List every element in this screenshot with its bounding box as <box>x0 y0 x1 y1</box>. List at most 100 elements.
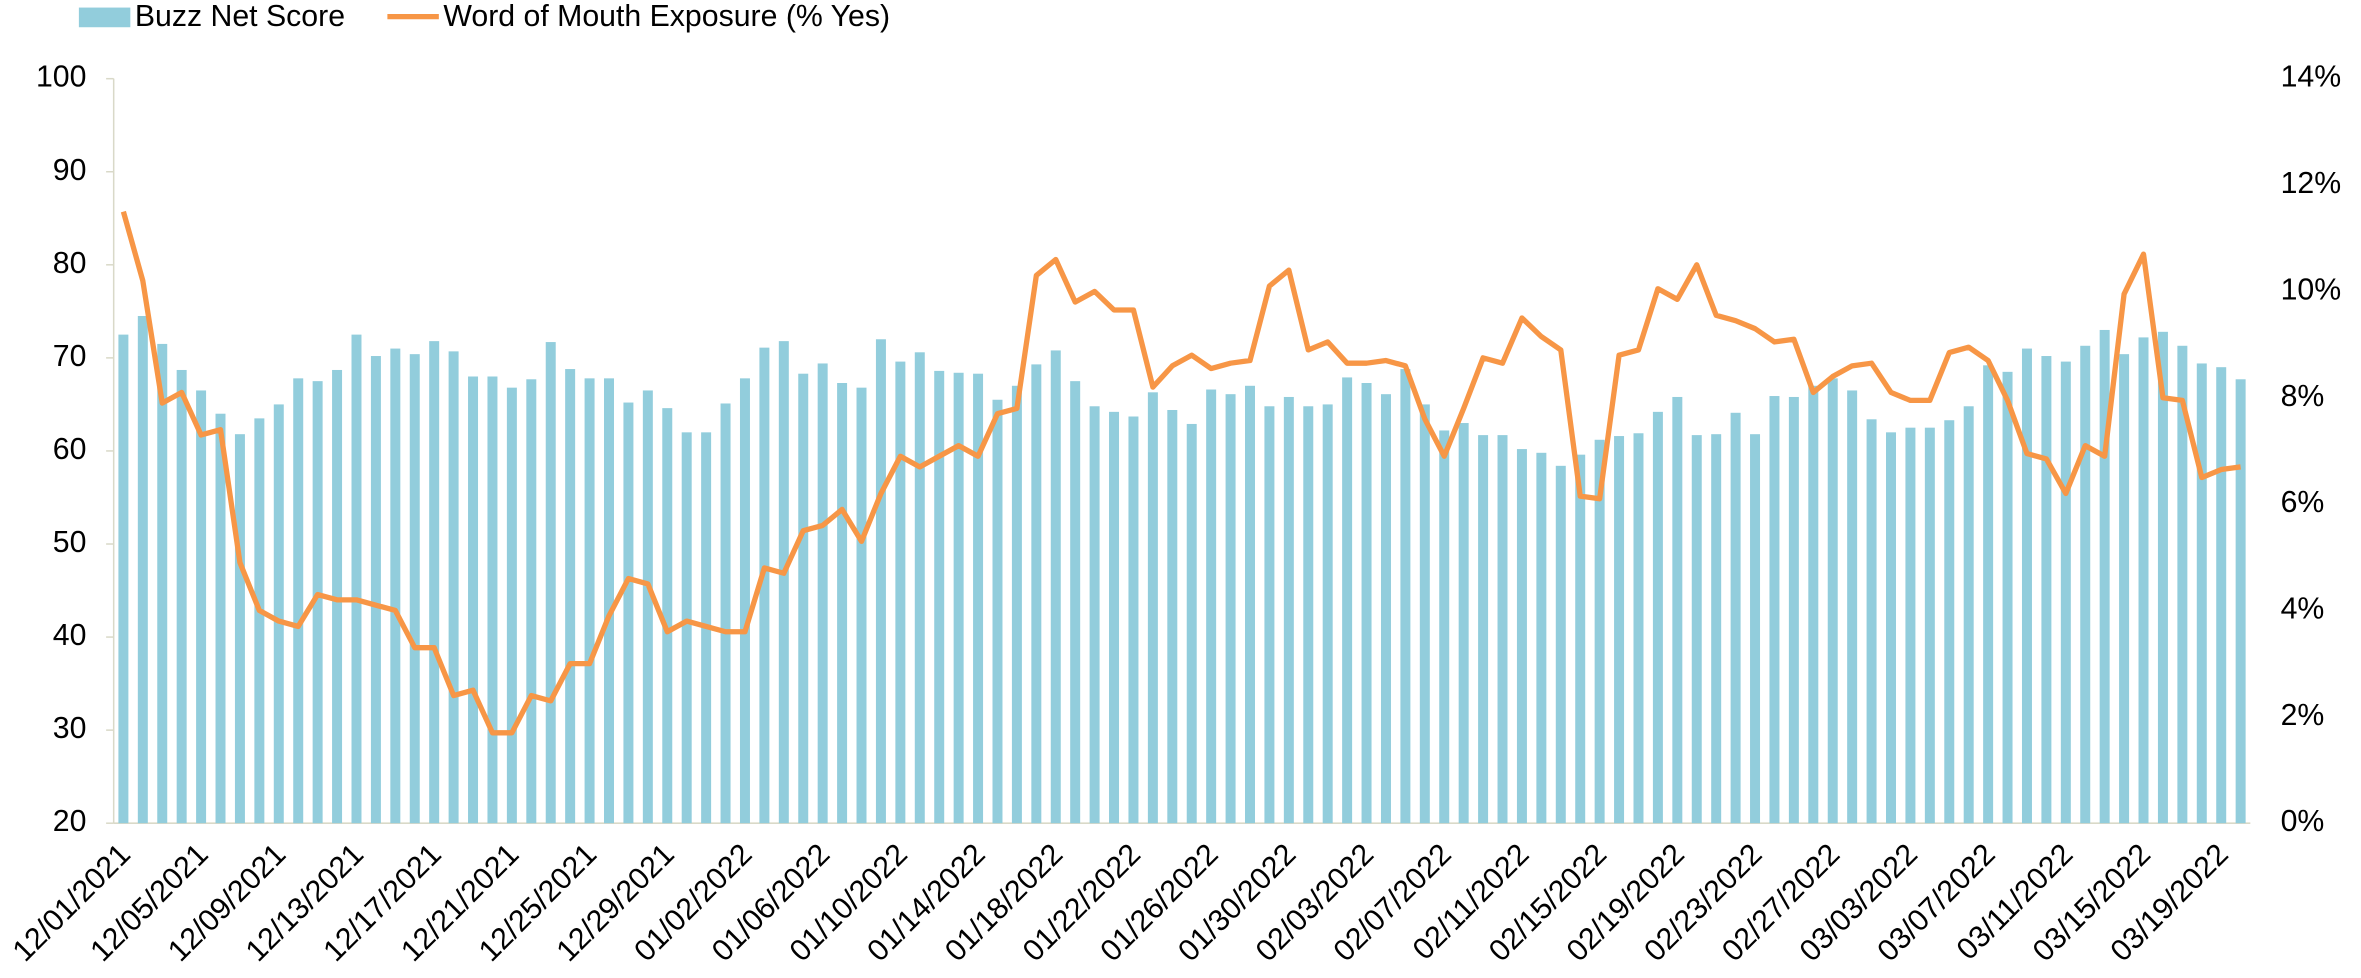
bar <box>1264 406 1275 824</box>
bar <box>1497 435 1508 824</box>
bar <box>1691 435 1702 824</box>
y2-tick-label: 14% <box>2281 61 2342 94</box>
bar <box>2157 331 2168 824</box>
bar <box>2002 371 2013 824</box>
bar <box>1633 433 1644 824</box>
bar <box>332 369 343 824</box>
bar <box>1458 423 1469 824</box>
bar <box>1866 419 1877 824</box>
bar <box>565 369 576 824</box>
bar <box>2177 345 2188 824</box>
bar <box>1808 385 1819 824</box>
bar <box>506 387 517 824</box>
bar <box>778 341 789 824</box>
bar <box>2138 337 2149 824</box>
bar <box>973 373 984 824</box>
y-tick-label: 50 <box>53 526 87 559</box>
line <box>120 210 2241 736</box>
bar <box>1283 396 1294 824</box>
bar <box>1128 416 1139 824</box>
y-tick-label: 20 <box>53 805 87 838</box>
bar <box>1380 394 1391 824</box>
y2-tick-label: 2% <box>2281 699 2325 732</box>
bar <box>642 390 653 824</box>
bar <box>157 343 168 824</box>
y2-tick-label: 6% <box>2281 486 2325 519</box>
bar <box>409 354 420 824</box>
bar <box>487 376 498 824</box>
bar <box>739 378 750 824</box>
bar <box>856 387 867 824</box>
bar <box>1730 412 1741 824</box>
bar <box>545 342 556 824</box>
y2-tick-label: 8% <box>2281 380 2325 413</box>
bar <box>934 370 945 824</box>
bar <box>1769 396 1780 824</box>
bar <box>1439 430 1450 824</box>
bar <box>1342 377 1353 824</box>
bar <box>681 432 692 824</box>
bar <box>1614 436 1625 824</box>
bar <box>254 418 265 824</box>
y-tick-label: 90 <box>53 154 87 187</box>
y2-tick-label: 10% <box>2281 273 2342 306</box>
bar <box>1924 427 1935 824</box>
bar <box>137 315 148 824</box>
bar <box>370 356 381 824</box>
bar <box>351 334 362 824</box>
bar <box>1400 369 1411 824</box>
bar <box>1031 364 1042 824</box>
y-tick-label: 100 <box>36 61 86 94</box>
y-tick-label: 40 <box>53 619 87 652</box>
bar <box>914 352 925 824</box>
bar <box>1516 449 1527 824</box>
y-tick-label: 60 <box>53 433 87 466</box>
bar <box>1478 435 1489 824</box>
bar <box>1905 427 1916 824</box>
y-tick-label: 30 <box>53 712 87 745</box>
bar <box>1672 396 1683 824</box>
bar <box>992 399 1003 824</box>
bar <box>1944 420 1955 824</box>
bar <box>1186 423 1197 824</box>
bar <box>1886 432 1896 824</box>
bar <box>2099 329 2110 824</box>
bar <box>176 369 187 824</box>
y2-tick-label: 12% <box>2281 167 2342 200</box>
bar <box>2119 354 2130 824</box>
legend-label: Buzz Net Score <box>135 0 345 33</box>
bar <box>2196 363 2207 824</box>
bar <box>234 434 245 824</box>
bar <box>1089 406 1100 824</box>
bar <box>1303 406 1314 824</box>
bar <box>720 403 731 824</box>
bar <box>895 361 906 824</box>
bar <box>1167 409 1178 824</box>
bar <box>448 351 459 824</box>
bar <box>390 348 401 824</box>
bar <box>196 390 207 824</box>
bar <box>273 404 284 824</box>
bar <box>1225 394 1236 824</box>
bar <box>215 413 226 824</box>
bar <box>1750 434 1761 824</box>
bar <box>1652 411 1663 824</box>
bar <box>2216 367 2227 824</box>
bar <box>293 378 304 824</box>
bar <box>1070 381 1081 824</box>
y-tick-label: 80 <box>53 247 87 280</box>
bar <box>1419 404 1430 824</box>
bar <box>1555 465 1566 824</box>
bar <box>798 373 809 824</box>
bar <box>312 381 323 824</box>
bar <box>2021 348 2032 824</box>
bar <box>623 402 634 824</box>
y-tick-label: 70 <box>53 340 87 373</box>
bar <box>662 408 673 824</box>
bar <box>526 379 537 824</box>
bar <box>1847 390 1858 824</box>
bar <box>584 378 595 824</box>
bar <box>1788 396 1799 824</box>
